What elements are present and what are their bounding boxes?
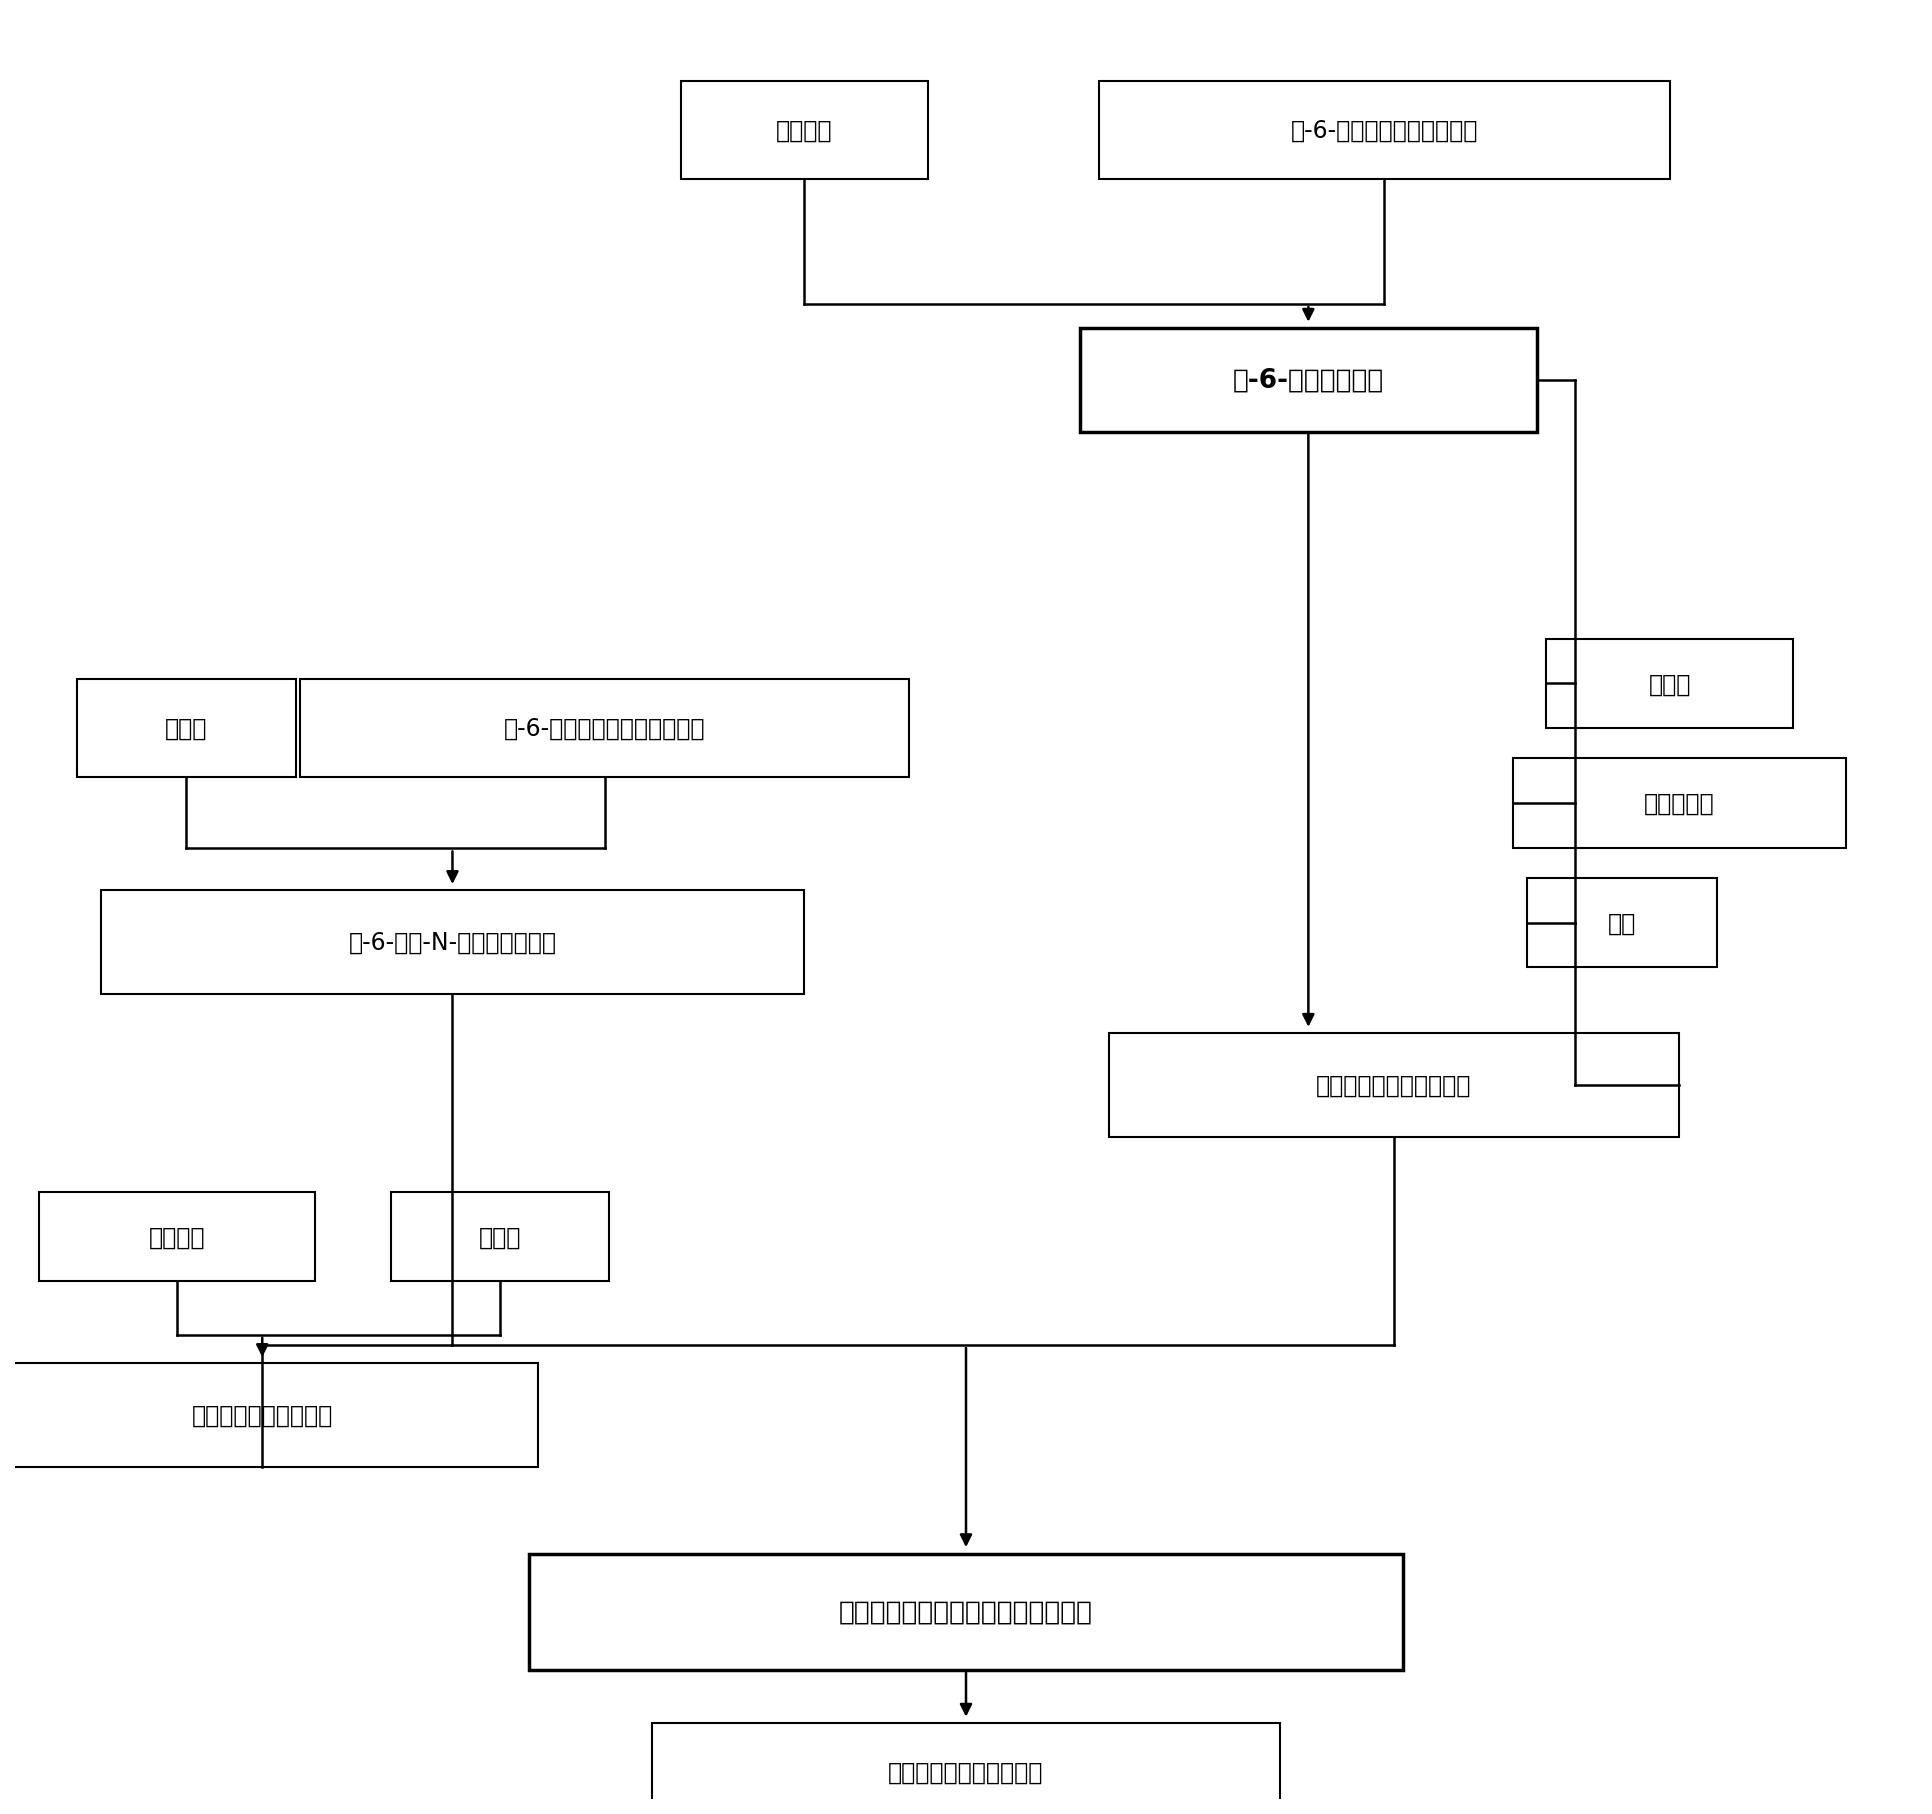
- FancyBboxPatch shape: [0, 1364, 537, 1468]
- Text: 三唑桥联复式环糊精硅胶手性固定相: 三唑桥联复式环糊精硅胶手性固定相: [838, 1598, 1094, 1625]
- FancyBboxPatch shape: [1109, 1034, 1679, 1137]
- Text: 单-6-去氧-N-炔丙基氨基环糊: 单-6-去氧-N-炔丙基氨基环糊: [348, 931, 556, 954]
- Text: 三苯基膦碘化铜配合物: 三苯基膦碘化铜配合物: [191, 1404, 332, 1428]
- FancyBboxPatch shape: [529, 1555, 1403, 1669]
- Text: 硅烷偶联剂: 硅烷偶联剂: [1644, 791, 1714, 816]
- Text: 单-6-对甲基苯磺酰基环糊精精: 单-6-对甲基苯磺酰基环糊精精: [504, 717, 705, 740]
- FancyBboxPatch shape: [299, 680, 908, 778]
- FancyBboxPatch shape: [100, 891, 804, 994]
- FancyBboxPatch shape: [1546, 639, 1793, 729]
- FancyBboxPatch shape: [39, 1192, 315, 1282]
- Text: 炔丙胺: 炔丙胺: [164, 717, 207, 740]
- FancyBboxPatch shape: [1080, 328, 1536, 432]
- FancyBboxPatch shape: [77, 680, 296, 778]
- Text: 药物手性分离的色谱应用: 药物手性分离的色谱应用: [889, 1760, 1043, 1785]
- FancyBboxPatch shape: [390, 1192, 609, 1282]
- FancyBboxPatch shape: [1526, 878, 1718, 967]
- FancyBboxPatch shape: [680, 82, 927, 180]
- FancyBboxPatch shape: [653, 1723, 1279, 1814]
- Text: 单-6-叠氮基环糊精: 单-6-叠氮基环糊精: [1233, 368, 1383, 394]
- Text: 碘化铜: 碘化铜: [479, 1224, 522, 1250]
- Text: 叠氮基环糊精硅胶衍生物: 叠氮基环糊精硅胶衍生物: [1316, 1074, 1472, 1097]
- Text: 三苯基膦: 三苯基膦: [149, 1224, 205, 1250]
- FancyBboxPatch shape: [1099, 82, 1669, 180]
- Text: 硅胶: 硅胶: [1607, 911, 1636, 934]
- Text: 氯化钠: 氯化钠: [1648, 671, 1690, 697]
- Text: 叠氮化钠: 叠氮化钠: [777, 120, 833, 143]
- FancyBboxPatch shape: [1513, 758, 1845, 849]
- Text: 单-6-对甲基苯磺酰基环糊精: 单-6-对甲基苯磺酰基环糊精: [1291, 120, 1478, 143]
